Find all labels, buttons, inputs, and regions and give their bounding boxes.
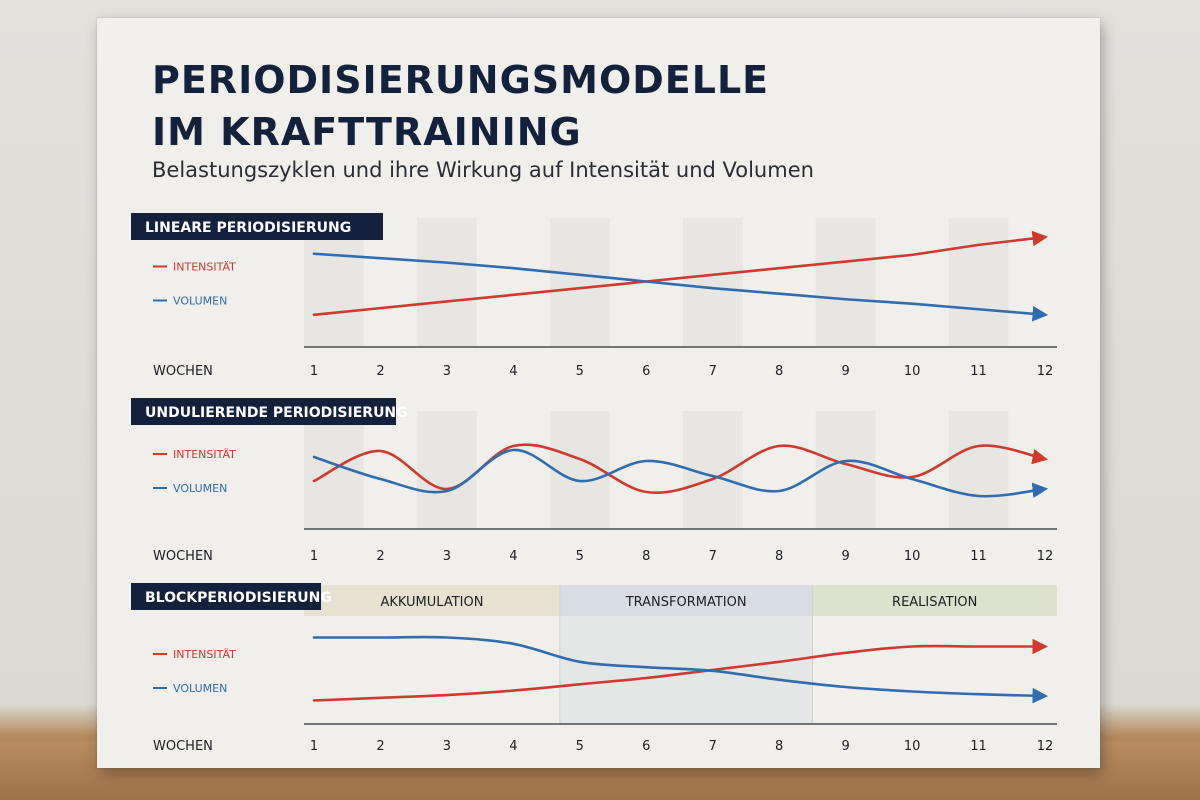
x-tick-label: 3 <box>443 364 451 379</box>
x-tick-label: 12 <box>1037 549 1054 564</box>
page-title: PERIODISIERUNGSMODELLE IM KRAFTTRAINING <box>152 54 769 158</box>
chart-panel-2: UNDULIERENDE PERIODISIERUNG INTENSITÄT VOL… <box>131 398 1057 564</box>
legend-label-intensity: INTENSITÄT <box>173 648 236 661</box>
legend-label-volume: VOLUMEN <box>173 482 227 495</box>
chart-panel-3: AKKUMULATION TRANSFORMATION REALISATION BLO… <box>131 583 1057 754</box>
x-tick-label: 9 <box>841 364 849 379</box>
chart-panel-1: LINEARE PERIODISIERUNG INTENSITÄT VOLUMEN W… <box>131 213 1057 379</box>
legend-label-intensity: INTENSITÄT <box>173 448 236 461</box>
week-stripe <box>948 411 1009 529</box>
panel-title-box <box>131 398 396 425</box>
x-tick-label: 4 <box>509 364 517 379</box>
series-line-intensity <box>312 638 1049 702</box>
x-tick-label: 5 <box>576 549 584 564</box>
x-tick-label: 7 <box>709 549 717 564</box>
page-subtitle: Belastungszyklen und ihre Wirkung auf In… <box>152 158 814 182</box>
x-tick-label: 7 <box>709 364 717 379</box>
week-stripe <box>549 218 610 347</box>
x-tick-label: 11 <box>970 739 987 754</box>
panel-title: UNDULIERENDE PERIODISIERUNG <box>145 405 408 421</box>
x-tick-label: 12 <box>1037 739 1054 754</box>
week-stripe <box>948 218 1009 347</box>
series-line-intensity <box>312 443 1049 494</box>
x-tick-label: 12 <box>1037 364 1054 379</box>
title-line-1: PERIODISIERUNGSMODELLE <box>152 58 770 102</box>
phase-label-2: TRANSFORMATION <box>625 595 747 610</box>
x-tick-label: 1 <box>310 739 318 754</box>
legend-label-volume: VOLUMEN <box>173 682 227 695</box>
x-tick-label: 8 <box>775 549 783 564</box>
x-tick-label: 6 <box>642 364 650 379</box>
x-tick-label: 10 <box>904 739 921 754</box>
panel-title-box <box>131 213 383 240</box>
x-tick-label: 10 <box>904 364 921 379</box>
x-axis-label: WOCHEN <box>153 549 213 564</box>
x-tick-label: 9 <box>841 549 849 564</box>
x-tick-label: 4 <box>509 739 517 754</box>
x-tick-label: 8 <box>775 739 783 754</box>
legend-label-volume: VOLUMEN <box>173 295 227 308</box>
legend-label-intensity: INTENSITÄT <box>173 261 236 274</box>
x-tick-label: 7 <box>709 739 717 754</box>
x-tick-label: 6 <box>642 739 650 754</box>
poster-board: PERIODISIERUNGSMODELLE IM KRAFTTRAINING … <box>97 18 1100 768</box>
phase-band-1 <box>304 585 560 616</box>
phase-band-3 <box>812 585 1057 616</box>
week-stripe <box>417 218 477 347</box>
x-tick-label: 11 <box>970 364 987 379</box>
series-line-volume <box>312 448 1049 499</box>
panel-title: BLOCKPERIODISIERUNG <box>145 590 332 606</box>
series-line-volume <box>312 252 1049 322</box>
panel-title-box <box>131 583 321 610</box>
x-tick-label: 3 <box>443 739 451 754</box>
x-tick-label: 4 <box>509 549 517 564</box>
x-axis-label: WOCHEN <box>153 739 213 754</box>
series-line-intensity <box>312 230 1049 317</box>
x-tick-label: 2 <box>376 549 384 564</box>
charts-canvas: LINEARE PERIODISIERUNG INTENSITÄT VOLUMEN W… <box>131 213 1057 754</box>
x-tick-label: 2 <box>376 364 384 379</box>
phase-label-1: AKKUMULATION <box>380 595 483 610</box>
x-tick-label: 9 <box>841 739 849 754</box>
x-tick-label: 10 <box>904 549 921 564</box>
x-tick-label: 1 <box>310 549 318 564</box>
phase-band-2 <box>559 585 813 616</box>
x-tick-label: 11 <box>970 549 987 564</box>
x-axis-label: WOCHEN <box>153 364 213 379</box>
x-tick-label: 5 <box>576 364 584 379</box>
x-tick-label: 3 <box>443 549 451 564</box>
title-line-2: IM KRAFTTRAINING <box>152 110 582 154</box>
phase-label-3: REALISATION <box>892 595 977 610</box>
x-tick-label: 1 <box>310 364 318 379</box>
x-tick-label: 8 <box>775 364 783 379</box>
week-stripe <box>682 218 743 347</box>
week-stripe <box>815 218 876 347</box>
week-stripe <box>417 411 477 529</box>
series-line-volume <box>312 635 1049 704</box>
x-tick-label: 5 <box>576 739 584 754</box>
x-tick-label: 2 <box>376 739 384 754</box>
panel-title: LINEARE PERIODISIERUNG <box>145 220 351 236</box>
x-tick-label: 8 <box>642 549 650 564</box>
